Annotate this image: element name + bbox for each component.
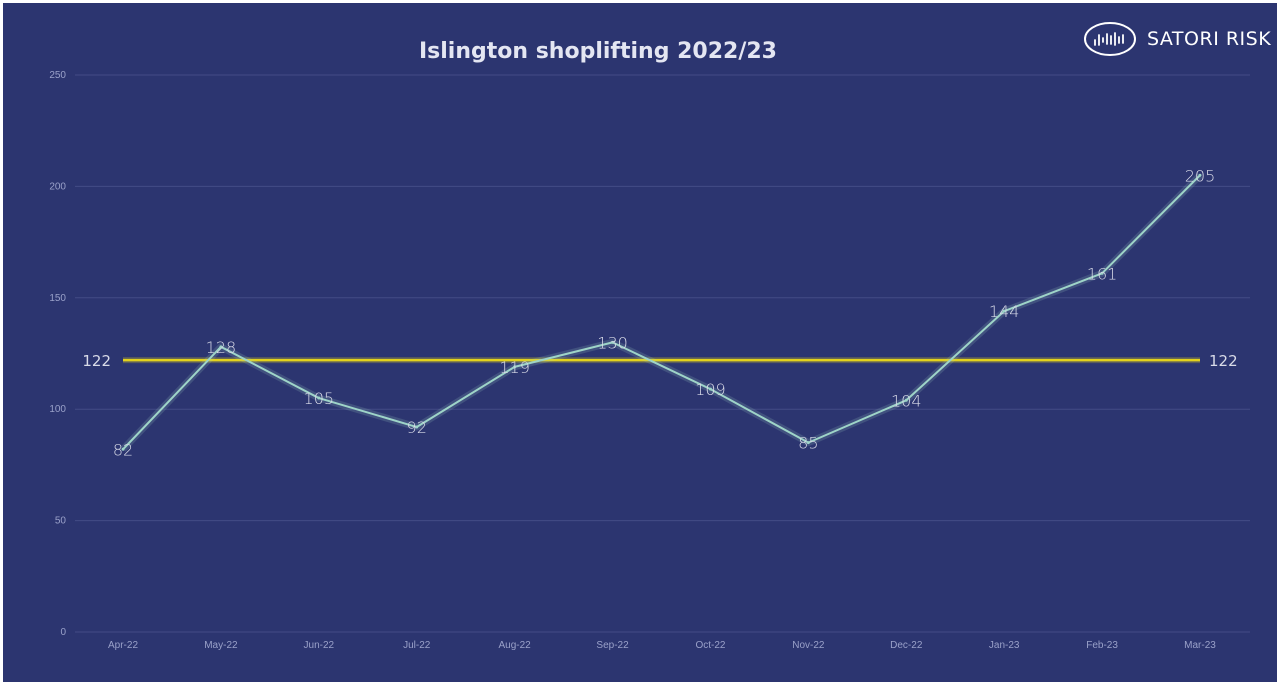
- y-tick-label: 100: [49, 404, 66, 415]
- x-tick-label: Feb-23: [1086, 640, 1118, 651]
- x-tick-label: Jul-22: [403, 640, 431, 651]
- gridlines: [75, 74, 1250, 633]
- series-line-glow: [120, 172, 1203, 452]
- x-tick-label: Aug-22: [499, 640, 532, 651]
- y-tick-label: 50: [55, 516, 67, 527]
- data-point: [1002, 309, 1006, 313]
- data-point: [317, 396, 321, 400]
- data-point: [415, 425, 419, 429]
- reference-line-group: 122 122: [82, 352, 1237, 370]
- data-point: [1100, 271, 1104, 275]
- data-point: [1198, 173, 1202, 177]
- y-axis-ticks: 0 50 100 150 200 250: [49, 70, 66, 638]
- y-tick-label: 250: [49, 70, 66, 81]
- x-tick-label: Jun-22: [304, 640, 335, 651]
- data-label: 205: [1185, 166, 1216, 185]
- series-group: [120, 172, 1203, 452]
- x-tick-label: Apr-22: [108, 640, 138, 651]
- chart-title: Islington shoplifting 2022/23: [418, 39, 777, 64]
- data-point: [904, 398, 908, 402]
- x-tick-label: Jan-23: [989, 640, 1020, 651]
- data-point: [513, 365, 517, 369]
- x-tick-label: Mar-23: [1184, 640, 1216, 651]
- data-label: 85: [798, 434, 818, 453]
- data-point: [708, 387, 712, 391]
- brand-logo: SATORI RISK: [1083, 19, 1271, 59]
- x-axis-ticks: Apr-22 May-22 Jun-22 Jul-22 Aug-22 Sep-22 Oct-…: [108, 640, 1216, 651]
- series-line: [122, 174, 1201, 450]
- data-label: 109: [695, 380, 726, 399]
- data-labels: 82 128 105 92 119 130 109 85 104 144 161 205: [113, 166, 1215, 459]
- x-tick-label: Nov-22: [792, 640, 825, 651]
- data-label: 105: [304, 389, 335, 408]
- x-tick-label: Oct-22: [695, 640, 725, 651]
- y-tick-label: 150: [49, 293, 66, 304]
- brand-name: SATORI RISK: [1147, 28, 1272, 50]
- data-point: [806, 441, 810, 445]
- x-tick-label: Dec-22: [890, 640, 923, 651]
- data-point: [219, 345, 223, 349]
- y-tick-label: 200: [49, 181, 66, 192]
- data-label: 161: [1087, 264, 1118, 283]
- reference-label-left: 122: [82, 352, 111, 370]
- chart-panel: Islington shoplifting 2022/23 SATORI RIS…: [3, 3, 1277, 682]
- x-tick-label: Sep-22: [596, 640, 629, 651]
- satori-risk-logo-icon: [1084, 22, 1136, 56]
- y-tick-label: 0: [60, 627, 66, 638]
- data-label: 128: [206, 338, 237, 357]
- data-label: 104: [891, 391, 922, 410]
- data-point: [611, 340, 615, 344]
- data-label: 92: [407, 418, 427, 437]
- data-label: 82: [113, 440, 133, 459]
- data-label: 144: [989, 302, 1020, 321]
- data-label: 130: [597, 333, 628, 352]
- x-tick-label: May-22: [204, 640, 238, 651]
- data-point: [121, 447, 125, 451]
- data-label: 119: [499, 358, 530, 377]
- reference-label-right: 122: [1209, 352, 1238, 370]
